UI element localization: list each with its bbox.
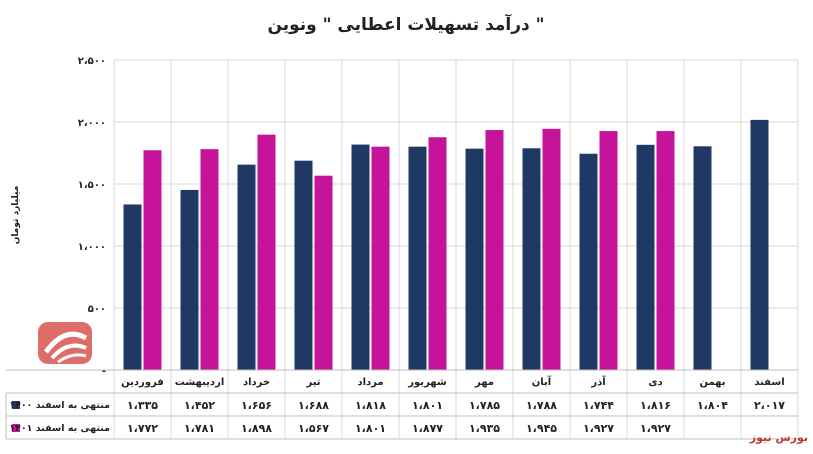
data-label: ۱،۸۷۷ xyxy=(412,422,443,435)
data-label: ۱،۹۴۵ xyxy=(526,422,557,435)
bar xyxy=(656,131,675,370)
x-tick-label: بهمن xyxy=(699,377,725,388)
y-tick-label: - xyxy=(102,366,106,377)
x-tick-label: تیر xyxy=(305,377,320,388)
y-tick-label: ۲،۰۰۰ xyxy=(78,118,106,129)
data-label: ۱،۴۵۲ xyxy=(184,399,215,412)
bar xyxy=(257,134,276,370)
x-tick-label: شهریور xyxy=(407,377,447,388)
source-label: بورس نیوز xyxy=(749,431,808,444)
data-label: ۱،۹۲۷ xyxy=(583,422,614,435)
data-label: ۱،۹۳۵ xyxy=(469,422,500,435)
chart-title: درآمد تسهیلات اعطایی " ونوین " xyxy=(267,13,544,35)
bars xyxy=(123,119,769,370)
bar xyxy=(522,148,541,370)
bar xyxy=(693,146,712,370)
bar xyxy=(465,148,484,370)
bar xyxy=(351,144,370,370)
data-label: ۱،۷۸۵ xyxy=(469,399,500,412)
data-label: ۱،۸۱۸ xyxy=(355,399,386,412)
bar xyxy=(579,153,598,370)
x-tick-label: فروردین xyxy=(121,377,164,388)
data-label: ۱،۶۵۶ xyxy=(241,399,272,412)
data-label: ۱،۵۶۷ xyxy=(298,422,329,435)
legend-label: منتهی به اسفند ۱۴۰۰ xyxy=(9,400,110,411)
gridlines xyxy=(113,59,799,439)
bar xyxy=(237,164,256,370)
x-tick-label: اردیبهشت xyxy=(175,377,225,388)
bar xyxy=(123,204,142,370)
x-tick-label: آذر xyxy=(590,375,606,388)
y-axis: - ۵۰۰ ۱،۰۰۰ ۱،۵۰۰ ۲،۰۰۰ ۲،۵۰۰ xyxy=(78,56,106,377)
data-table: فروردین اردیبهشت خرداد تیر مرداد شهریور مهر آبا… xyxy=(5,369,798,440)
data-label: ۱،۷۷۲ xyxy=(127,422,158,435)
data-label: ۱،۷۴۴ xyxy=(583,399,614,412)
data-label: ۱،۶۸۸ xyxy=(298,399,329,412)
data-label: ۱،۷۸۸ xyxy=(526,399,557,412)
data-label: ۱،۹۲۷ xyxy=(640,422,671,435)
bar xyxy=(200,149,219,370)
y-tick-label: ۲،۵۰۰ xyxy=(78,56,106,67)
bar xyxy=(485,130,504,370)
bar xyxy=(428,137,447,370)
y-tick-label: ۱،۰۰۰ xyxy=(78,242,106,253)
bar xyxy=(542,128,561,370)
watermark-logo xyxy=(38,322,92,364)
data-label: ۱،۸۰۴ xyxy=(697,399,728,412)
bar xyxy=(750,119,769,370)
data-label: ۱،۸۹۸ xyxy=(241,422,272,435)
data-label: ۱،۷۸۱ xyxy=(184,422,215,435)
bar xyxy=(143,150,162,370)
x-tick-label: مرداد xyxy=(357,377,383,388)
x-tick-label: دی xyxy=(648,377,662,388)
x-tick-label: آبان xyxy=(532,375,552,388)
data-label: ۲،۰۱۷ xyxy=(754,399,785,412)
y-tick-label: ۵۰۰ xyxy=(88,304,106,315)
bar xyxy=(294,160,313,370)
data-label: ۱،۸۰۱ xyxy=(355,422,386,435)
bar xyxy=(371,146,390,370)
bar xyxy=(314,175,333,370)
legend-swatch xyxy=(12,424,20,432)
y-axis-label: میلیارد تومان xyxy=(11,186,21,245)
data-label: ۱،۸۱۶ xyxy=(640,399,671,412)
bar xyxy=(180,189,199,370)
bar xyxy=(636,144,655,370)
legend-label: منتهی به اسفند ۱۴۰۱ xyxy=(9,423,110,434)
data-label: ۱،۳۳۵ xyxy=(127,399,158,412)
bar xyxy=(408,146,427,370)
x-tick-label: خرداد xyxy=(243,377,270,388)
x-tick-label: اسفند xyxy=(754,377,784,388)
legend-swatch xyxy=(12,401,20,409)
bar xyxy=(599,131,618,370)
y-tick-label: ۱،۵۰۰ xyxy=(78,180,106,191)
data-label: ۱،۸۰۱ xyxy=(412,399,443,412)
x-tick-label: مهر xyxy=(474,377,494,388)
